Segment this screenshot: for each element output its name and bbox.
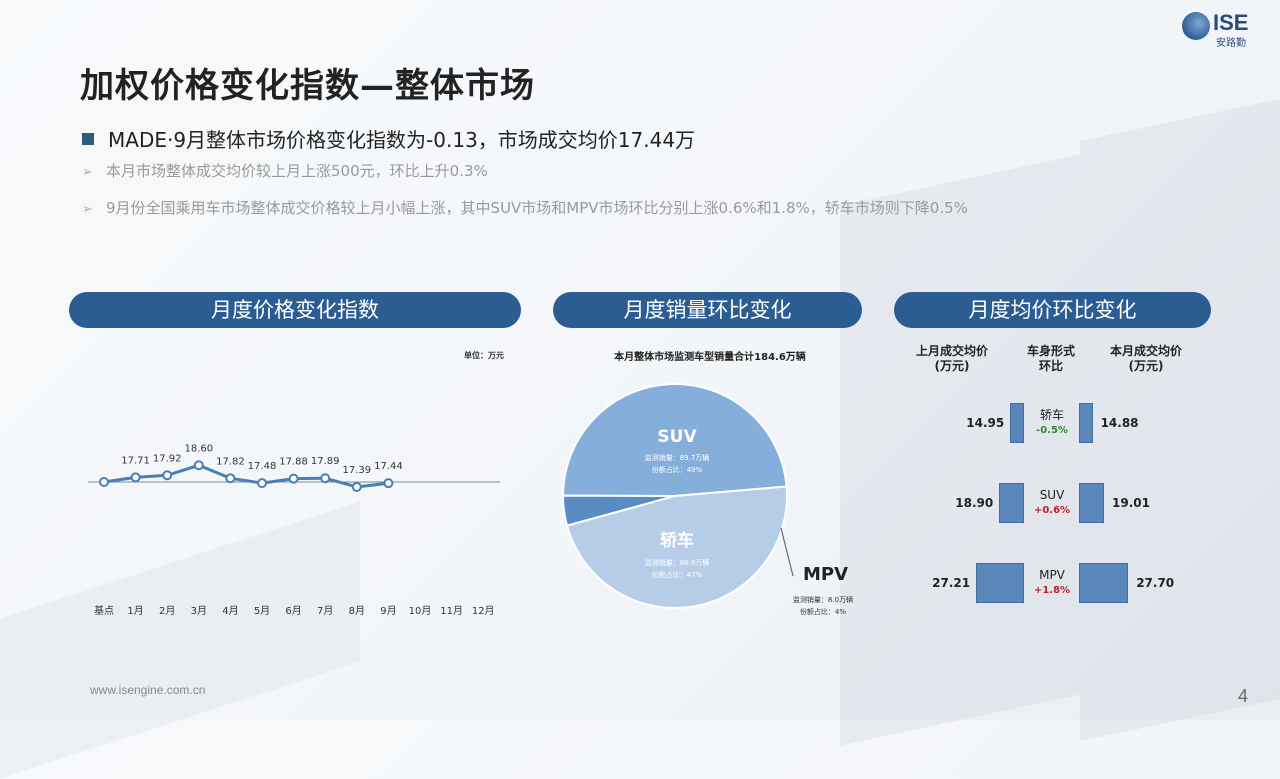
unit-label: 单位：万元 [464, 351, 504, 360]
x-tick-label: 11月 [440, 605, 463, 617]
col-head-line: 本月成交均价 [1109, 344, 1182, 358]
headline-text: MADE·9月整体市场价格变化指数为-0.13，市场成交均价17.44万 [108, 128, 696, 152]
x-tick-label: 1月 [127, 605, 143, 617]
data-point [320, 473, 331, 484]
headline-bullet: MADE·9月整体市场价格变化指数为-0.13，市场成交均价17.44万 [82, 124, 695, 153]
data-point [383, 478, 394, 489]
pie-detail-sedan: 份额占比：47% [652, 570, 703, 579]
change-percent: -0.5% [1036, 425, 1068, 436]
data-point [130, 472, 141, 483]
last-month-bar [1010, 403, 1024, 443]
x-tick-label: 4月 [222, 605, 238, 617]
pie-detail-mpv: 监测销量：8.0万辆 [793, 595, 853, 604]
sub-point: ➢ 9月份全国乘用车市场整体成交价格较上月小幅上涨，其中SUV市场和MPV市场环比… [82, 197, 968, 218]
data-point [257, 478, 267, 489]
this-month-value: 19.01 [1112, 496, 1151, 510]
body-type: MPV +1.8% [1022, 567, 1082, 599]
data-label: 17.92 [153, 453, 182, 464]
data-label: 18.60 [184, 443, 213, 454]
change-percent: +1.8% [1033, 585, 1071, 596]
sub-point-text: 9月份全国乘用车市场整体成交价格较上月小幅上涨，其中SUV市场和MPV市场环比分… [106, 199, 968, 217]
body-type: SUV +0.6% [1022, 487, 1082, 519]
col-head-last-month: 上月成交均价 (万元) [910, 344, 994, 374]
last-month-bar [999, 483, 1024, 523]
data-label: 17.44 [374, 461, 403, 472]
x-tick-label: 2月 [159, 605, 175, 617]
page-number: 4 [1238, 686, 1249, 706]
data-label: 17.82 [216, 456, 245, 467]
last-month-bar [976, 563, 1024, 603]
data-point [225, 473, 236, 484]
x-tick-label: 10月 [409, 605, 432, 617]
body-type: 轿车 -0.5% [1022, 407, 1082, 439]
pie-detail-suv: 监测销量：89.7万辆 [645, 453, 710, 462]
pie-label-suv: SUV [657, 427, 697, 447]
logo-mark-icon [1182, 12, 1210, 40]
index-line [103, 463, 389, 489]
this-month-bar [1079, 563, 1129, 603]
last-month-value: 14.95 [966, 416, 1005, 430]
ise-logo: ISE 安路勤 [1180, 8, 1280, 49]
col-head-line: (万元) [1128, 359, 1164, 373]
col-head-line: 车身形式 [1026, 344, 1075, 358]
body-type-label: MPV [1039, 568, 1065, 582]
sales-pie-chart: SUV监测销量：89.7万辆份额占比：49%轿车监测销量：86.9万辆份额占比：… [561, 383, 853, 616]
this-month-bar [1079, 483, 1105, 523]
logo-brand: ISE [1213, 10, 1249, 35]
page-title: 加权价格变化指数—整体市场 [80, 66, 535, 106]
pie-slice-suv [561, 383, 788, 498]
logo-subtext: 安路勤 [1216, 38, 1246, 49]
x-tick-label: 5月 [254, 605, 270, 617]
arrow-bullet-icon: ➢ [82, 165, 93, 180]
pie-detail-suv: 份额占比：49% [652, 465, 703, 474]
panel-header-avg-price: 月度均价环比变化 [894, 292, 1211, 328]
col-head-this-month: 本月成交均价 (万元) [1104, 344, 1188, 374]
x-tick-label: 6月 [285, 605, 301, 617]
last-month-value: 18.90 [955, 496, 994, 510]
data-point [351, 481, 362, 492]
x-tick-label: 7月 [317, 605, 333, 617]
panel-header-sales: 月度销量环比变化 [553, 292, 862, 328]
this-month-value: 27.70 [1136, 576, 1175, 590]
data-point [193, 460, 204, 471]
panel-header-price-index: 月度价格变化指数 [69, 292, 521, 328]
body-type-label: 轿车 [1039, 408, 1064, 422]
data-point [162, 470, 173, 481]
data-label: 17.39 [342, 465, 371, 476]
body-type-label: SUV [1039, 488, 1065, 502]
this-month-value: 14.88 [1100, 416, 1139, 430]
x-tick-label: 12月 [472, 605, 495, 617]
x-tick-label: 基点 [94, 604, 114, 617]
sub-point: ➢ 本月市场整体成交均价较上月上涨500元，环比上升0.3% [82, 160, 488, 181]
x-tick-label: 9月 [380, 605, 396, 617]
col-head-line: (万元) [934, 359, 970, 373]
sales-subtitle: 本月整体市场监测车型销量合计184.6万辆 [614, 352, 806, 363]
pie-detail-sedan: 监测销量：86.9万辆 [645, 558, 710, 567]
data-label: 17.89 [311, 456, 340, 467]
arrow-bullet-icon: ➢ [82, 202, 93, 217]
this-month-bar [1079, 403, 1093, 443]
x-tick-label: 8月 [349, 605, 365, 617]
col-head-line: 上月成交均价 [915, 344, 988, 358]
col-head-body-type: 车身形式 环比 [1016, 344, 1086, 374]
col-head-line: 环比 [1038, 359, 1063, 373]
change-percent: +0.6% [1033, 505, 1071, 516]
data-point [99, 477, 109, 487]
background-building [840, 154, 1080, 746]
data-label: 17.48 [248, 461, 277, 472]
last-month-value: 27.21 [932, 576, 971, 590]
data-point [288, 473, 299, 484]
pie-detail-mpv: 份额占比：4% [800, 607, 846, 616]
pie-label-mpv: MPV [803, 564, 848, 585]
mpv-leader-line [780, 527, 794, 577]
pie-label-sedan: 轿车 [660, 530, 694, 551]
x-tick-label: 3月 [191, 605, 207, 617]
data-label: 17.71 [121, 455, 150, 466]
square-bullet-icon [82, 133, 94, 145]
footer-url: www.isengine.com.cn [90, 683, 206, 697]
data-label: 17.88 [279, 457, 308, 468]
sub-point-text: 本月市场整体成交均价较上月上涨500元，环比上升0.3% [106, 162, 488, 180]
